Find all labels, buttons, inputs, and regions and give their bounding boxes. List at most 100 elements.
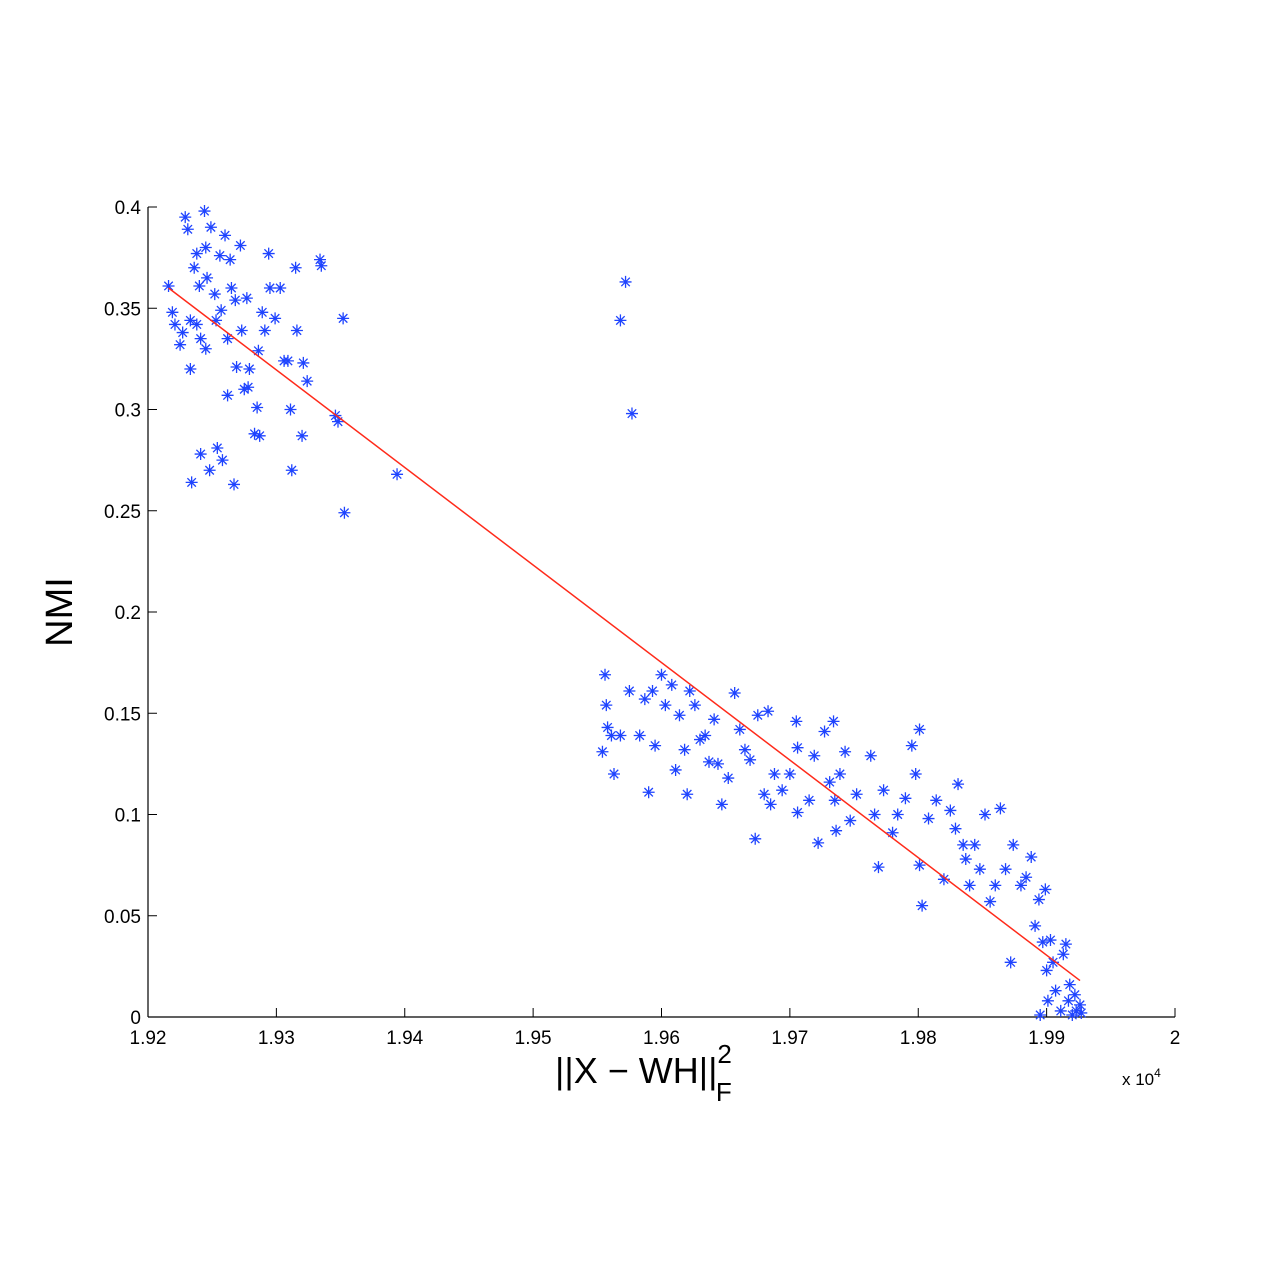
data-point bbox=[601, 721, 614, 734]
data-point bbox=[338, 506, 351, 519]
data-point bbox=[839, 745, 852, 758]
data-point bbox=[949, 822, 962, 835]
data-point bbox=[228, 478, 241, 491]
data-point bbox=[864, 749, 877, 762]
data-point bbox=[649, 739, 662, 752]
data-point bbox=[830, 824, 843, 837]
y-tick-label: 0.05 bbox=[104, 907, 141, 928]
data-point bbox=[229, 294, 242, 307]
data-point bbox=[638, 693, 651, 706]
data-point bbox=[605, 729, 618, 742]
x-axis-label-main: ||X − WH|| bbox=[555, 1050, 717, 1091]
data-point bbox=[1054, 1004, 1067, 1017]
data-point bbox=[823, 776, 836, 789]
data-point bbox=[694, 733, 707, 746]
data-point bbox=[248, 427, 261, 440]
x-tick-label: 1.95 bbox=[515, 1028, 552, 1049]
data-point bbox=[619, 275, 632, 288]
data-point bbox=[891, 808, 904, 821]
data-point bbox=[1062, 994, 1075, 1007]
data-point bbox=[1014, 879, 1027, 892]
data-point bbox=[190, 247, 203, 260]
data-point bbox=[655, 668, 668, 681]
data-point bbox=[204, 221, 217, 234]
y-axis-label: NMI bbox=[39, 577, 81, 647]
data-point bbox=[1059, 938, 1072, 951]
data-point bbox=[1025, 851, 1038, 864]
data-point bbox=[791, 806, 804, 819]
data-point bbox=[828, 794, 841, 807]
data-point bbox=[979, 808, 992, 821]
data-point bbox=[235, 324, 248, 337]
data-point bbox=[930, 794, 943, 807]
x-tick-label: 2 bbox=[1170, 1028, 1181, 1049]
data-point bbox=[994, 802, 1007, 815]
data-point bbox=[179, 211, 192, 224]
data-point bbox=[230, 360, 243, 373]
data-point bbox=[683, 684, 696, 697]
data-point bbox=[240, 292, 253, 305]
data-point bbox=[711, 757, 724, 770]
data-point bbox=[625, 407, 638, 420]
data-point bbox=[198, 205, 211, 218]
data-point bbox=[181, 223, 194, 236]
data-point bbox=[174, 338, 187, 351]
data-point bbox=[803, 794, 816, 807]
data-point bbox=[168, 318, 181, 331]
data-point bbox=[913, 859, 926, 872]
data-point bbox=[899, 792, 912, 805]
y-tick-label: 0.1 bbox=[115, 806, 141, 827]
data-point bbox=[749, 832, 762, 845]
data-point bbox=[251, 401, 264, 414]
data-point bbox=[596, 745, 609, 758]
data-point bbox=[733, 723, 746, 736]
data-point bbox=[614, 729, 627, 742]
data-point bbox=[909, 768, 922, 780]
x-axis-label: ||X − WH||2 F bbox=[555, 1039, 732, 1107]
data-point bbox=[963, 879, 976, 892]
y-tick-label: 0.3 bbox=[115, 401, 141, 422]
data-point bbox=[818, 725, 831, 738]
data-point bbox=[219, 229, 232, 242]
data-point bbox=[999, 863, 1012, 876]
x-axis-label-sup: 2 bbox=[717, 1039, 731, 1069]
fit-line bbox=[168, 287, 1081, 982]
data-point bbox=[1029, 919, 1042, 932]
data-point bbox=[665, 678, 678, 691]
data-point bbox=[599, 668, 612, 681]
data-point bbox=[708, 713, 721, 726]
x-axis-label-sub: F bbox=[716, 1077, 732, 1107]
data-point bbox=[715, 798, 728, 811]
data-point bbox=[285, 464, 298, 477]
data-point bbox=[242, 381, 255, 394]
x-tick-label: 1.99 bbox=[1028, 1028, 1065, 1049]
data-point bbox=[215, 304, 228, 317]
x-tick-label: 1.96 bbox=[643, 1028, 680, 1049]
y-tick-label: 0 bbox=[130, 1008, 141, 1029]
data-point bbox=[269, 312, 282, 325]
data-point bbox=[210, 314, 223, 327]
data-point bbox=[301, 375, 314, 388]
x-tick-label: 1.92 bbox=[130, 1028, 167, 1049]
data-point bbox=[296, 429, 309, 442]
data-point bbox=[877, 784, 890, 797]
data-point bbox=[1047, 956, 1060, 969]
data-point bbox=[391, 468, 404, 481]
x-tick-label: 1.93 bbox=[258, 1028, 295, 1049]
data-point bbox=[243, 363, 256, 375]
data-point bbox=[1039, 883, 1052, 896]
data-point bbox=[274, 282, 287, 294]
data-point bbox=[188, 261, 201, 274]
data-point bbox=[224, 253, 237, 266]
data-point bbox=[791, 741, 804, 754]
data-point bbox=[1041, 994, 1054, 1007]
data-point bbox=[868, 808, 881, 821]
data-point bbox=[1057, 948, 1070, 961]
data-point bbox=[728, 687, 741, 699]
data-point bbox=[1068, 988, 1081, 1001]
data-point bbox=[744, 753, 757, 766]
data-point bbox=[253, 429, 266, 442]
data-point bbox=[833, 768, 846, 780]
data-point bbox=[699, 729, 712, 742]
data-point bbox=[688, 699, 701, 712]
